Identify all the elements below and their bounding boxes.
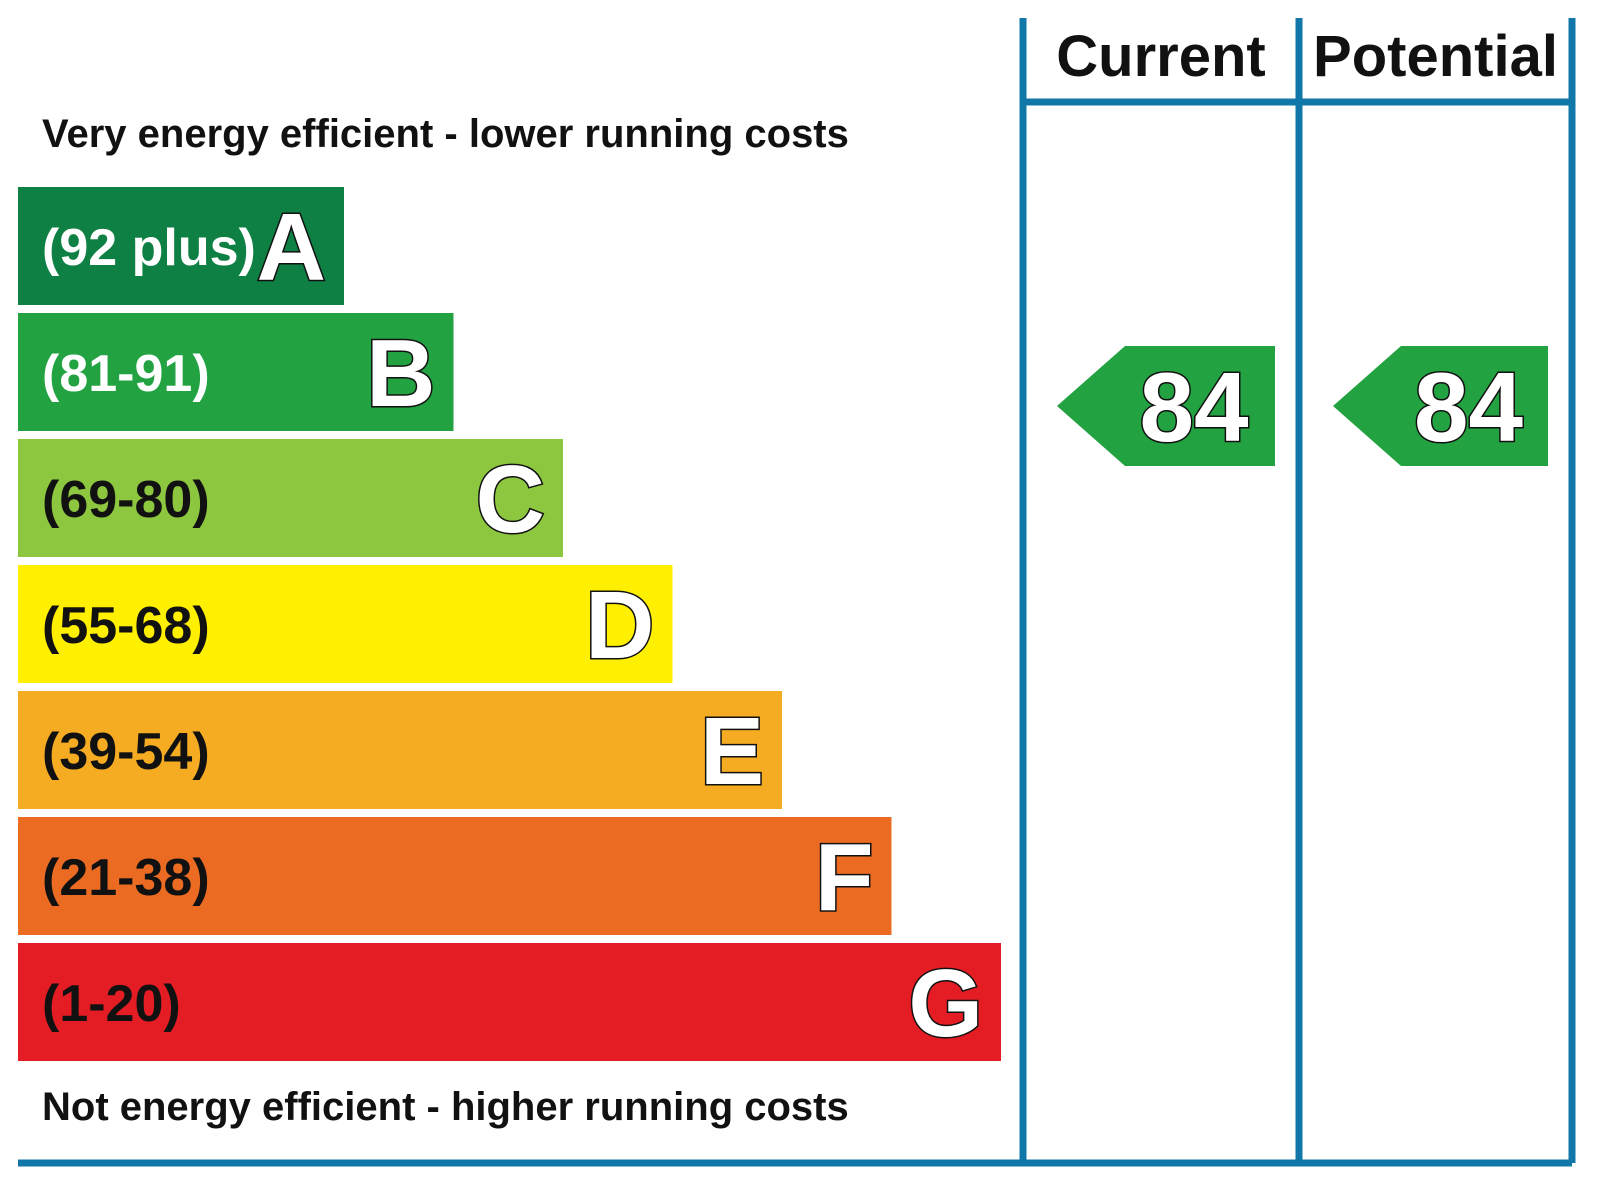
score-table-frame <box>18 18 1576 1167</box>
column-potential: Potential 84 <box>1313 24 1558 466</box>
band-f: (21-38) F <box>18 817 892 935</box>
band-letter: G <box>908 950 983 1057</box>
rating-bands: (92 plus) A (81-91) B (69-80) C (55-68) D (39-54… <box>18 187 1001 1061</box>
score-value: 84 <box>1139 352 1248 462</box>
band-bar <box>18 313 454 431</box>
band-bar <box>18 817 892 935</box>
band-bar <box>18 565 673 683</box>
bottom-caption: Not energy efficient - higher running co… <box>42 1085 849 1129</box>
column-header: Potential <box>1313 24 1558 89</box>
band-c: (69-80) C <box>18 439 563 557</box>
band-b: (81-91) B <box>18 313 454 431</box>
band-range-label: (39-54) <box>42 723 210 781</box>
band-range-label: (69-80) <box>42 471 210 529</box>
top-caption: Very energy efficient - lower running co… <box>42 112 849 156</box>
score-arrow <box>1057 346 1275 466</box>
band-letter: A <box>257 194 326 301</box>
band-letter: B <box>366 320 435 427</box>
band-g: (1-20) G <box>18 943 1001 1061</box>
band-letter: F <box>815 824 874 931</box>
column-current: Current 84 <box>1056 24 1275 466</box>
band-e: (39-54) E <box>18 691 782 809</box>
band-bar <box>18 439 563 557</box>
band-bar <box>18 187 344 305</box>
column-header: Current <box>1056 24 1265 89</box>
band-range-label: (81-91) <box>42 345 210 403</box>
band-range-label: (21-38) <box>42 849 210 907</box>
band-d: (55-68) D <box>18 565 673 683</box>
score-arrow <box>1333 346 1548 466</box>
band-a: (92 plus) A <box>18 187 344 305</box>
band-bar <box>18 943 1001 1061</box>
band-range-label: (92 plus) <box>42 219 256 277</box>
band-range-label: (55-68) <box>42 597 210 655</box>
score-value: 84 <box>1414 352 1523 462</box>
band-letter: E <box>700 698 764 805</box>
band-bar <box>18 691 782 809</box>
score-columns: Current 84 Potential 84 <box>1056 24 1558 466</box>
band-letter: D <box>585 572 654 679</box>
band-letter: C <box>476 446 545 553</box>
band-range-label: (1-20) <box>42 975 181 1033</box>
